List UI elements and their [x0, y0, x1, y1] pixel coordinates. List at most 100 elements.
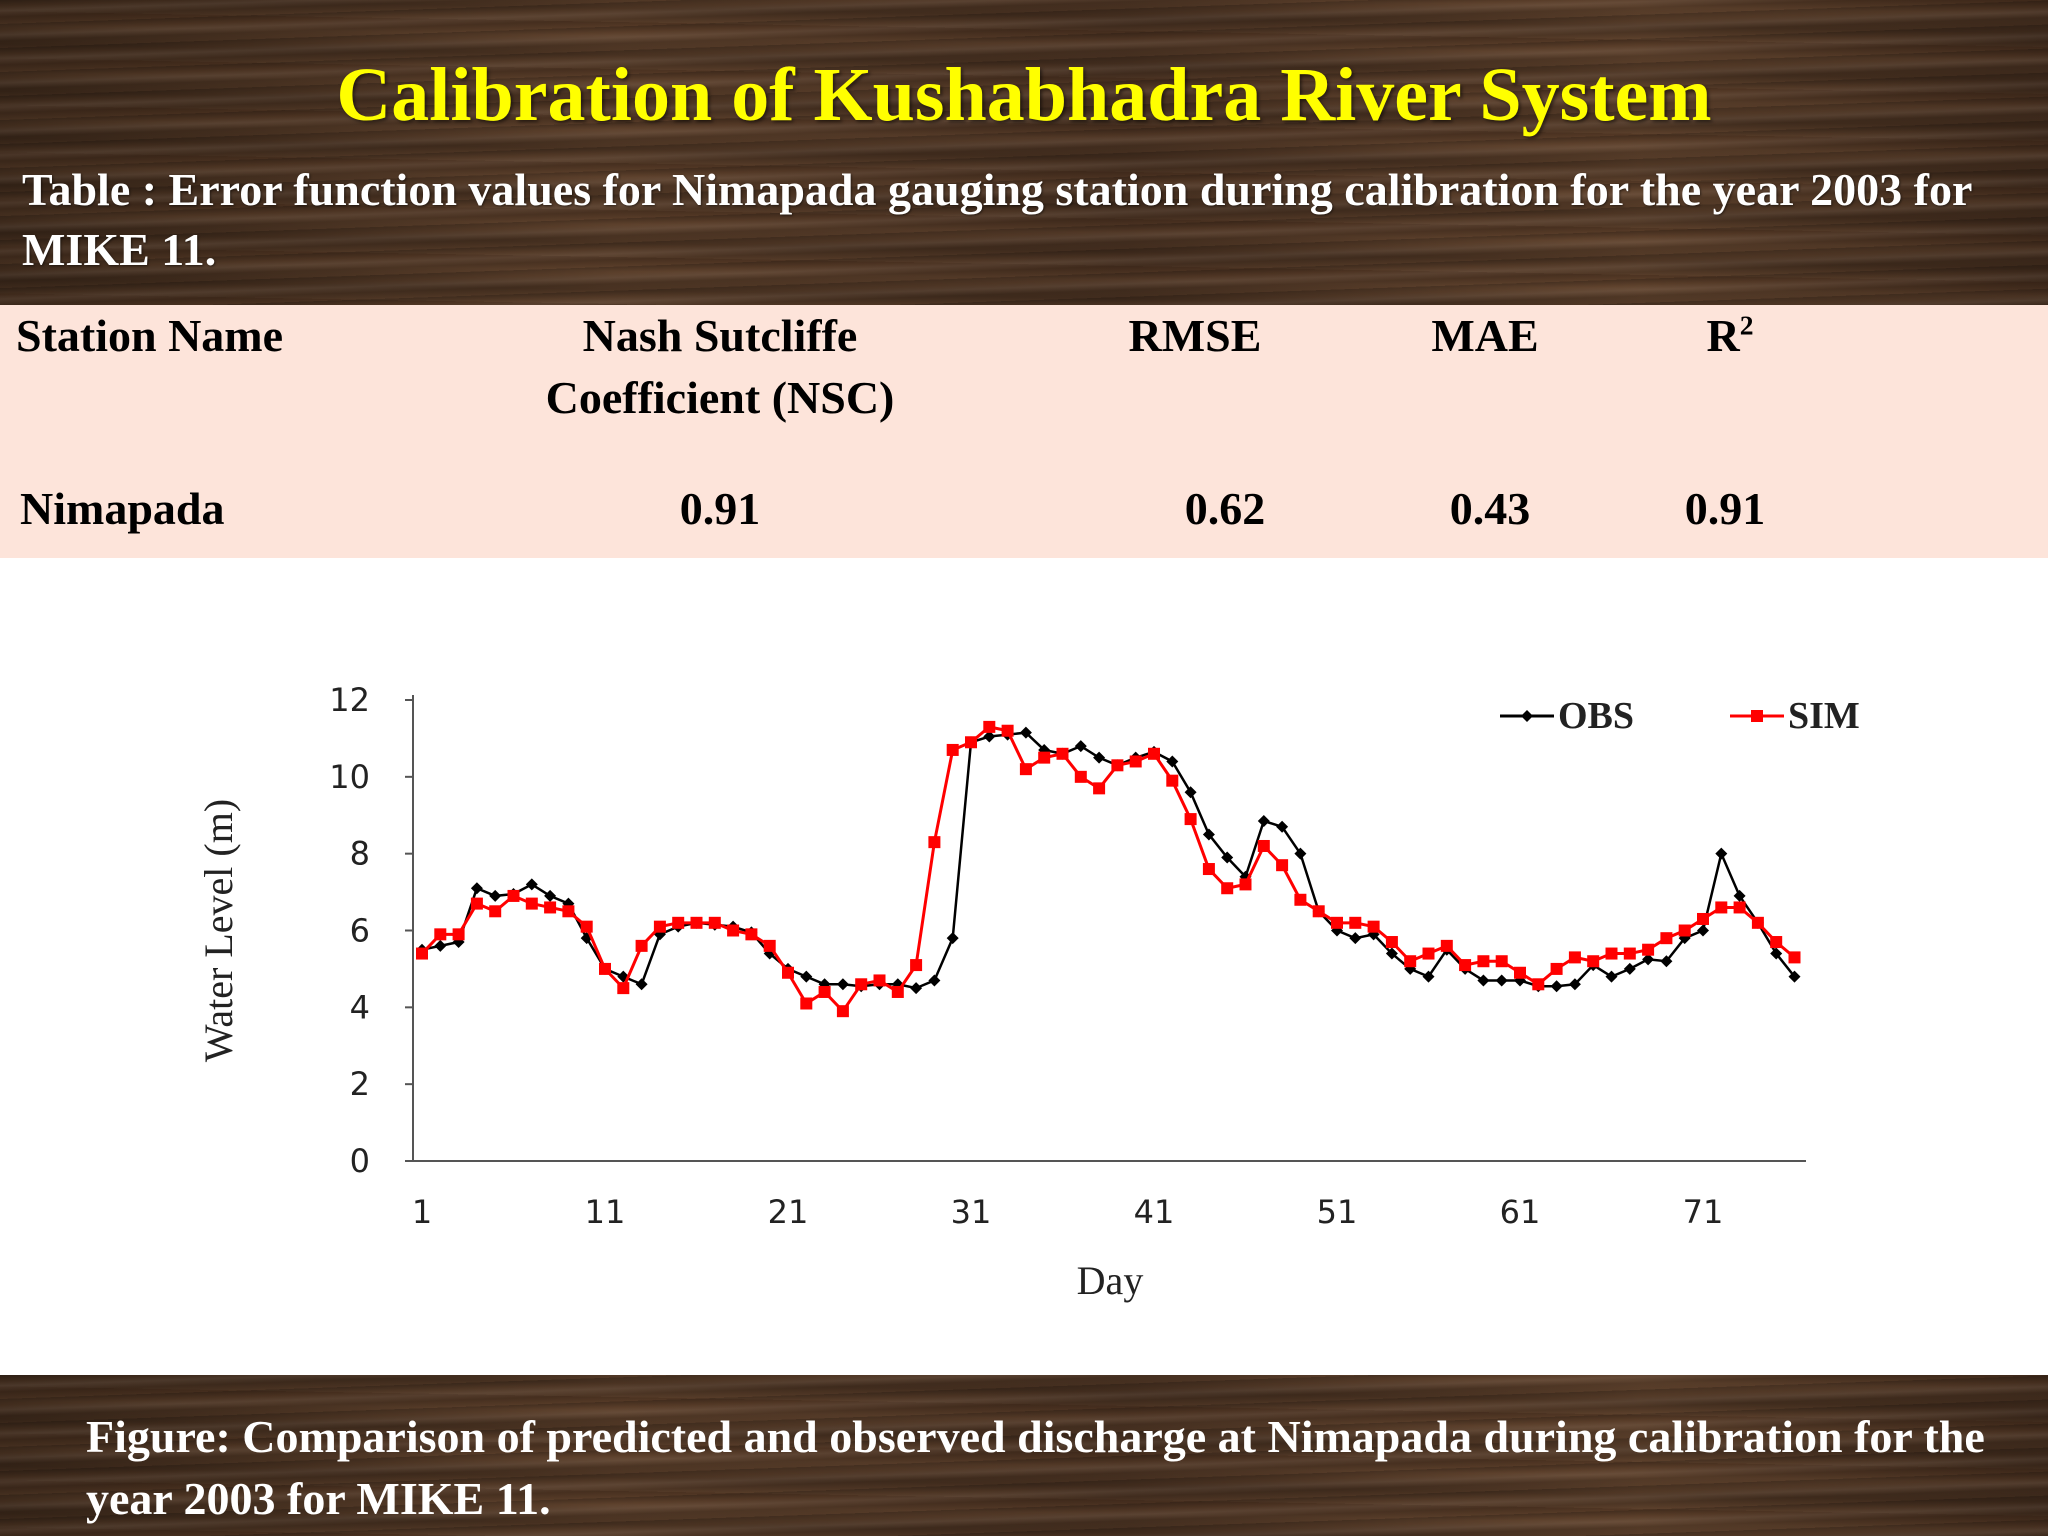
data-point-sim — [1733, 901, 1746, 914]
data-point-obs — [1385, 947, 1398, 960]
data-point-sim — [470, 897, 483, 910]
y-tick-label: 12 — [329, 681, 370, 719]
data-point-sim — [452, 928, 465, 941]
data-point-sim — [672, 916, 685, 929]
x-tick-label: 41 — [1134, 1193, 1175, 1231]
y-tick-label: 6 — [350, 912, 370, 950]
data-point-obs — [1349, 932, 1362, 945]
data-point-sim — [1532, 978, 1545, 991]
data-point-obs — [1477, 974, 1490, 987]
x-tick-label: 51 — [1317, 1193, 1358, 1231]
data-point-sim — [416, 947, 428, 960]
header-mae: MAE — [1431, 310, 1539, 361]
data-point-obs — [1239, 870, 1252, 883]
data-point-obs — [1697, 924, 1709, 937]
header-rmse: RMSE — [1128, 310, 1262, 361]
data-point-obs — [1276, 820, 1289, 833]
header-r-squared: R2 — [1620, 305, 1840, 367]
data-point-sim — [855, 978, 868, 991]
data-point-sim — [983, 720, 996, 733]
data-point-sim — [873, 974, 886, 987]
data-point-obs — [910, 982, 923, 995]
data-point-sim — [1550, 962, 1563, 975]
data-point-sim — [708, 916, 721, 929]
data-point-obs — [1093, 751, 1106, 764]
data-point-sim — [1440, 939, 1453, 952]
data-point-sim — [1385, 936, 1398, 949]
data-point-sim — [1184, 813, 1197, 826]
data-point-obs — [1166, 755, 1179, 768]
data-point-obs — [1422, 970, 1435, 983]
chart-series — [416, 720, 1801, 1018]
data-point-sim — [1715, 901, 1728, 914]
data-point-obs — [1257, 815, 1270, 828]
header-r-squared-exponent: 2 — [1739, 309, 1754, 341]
data-point-obs — [1715, 847, 1728, 860]
data-point-sim — [1148, 747, 1160, 760]
data-point-sim — [1422, 947, 1435, 960]
data-point-obs — [1074, 740, 1087, 753]
data-point-sim — [727, 924, 740, 937]
series-obs — [416, 726, 1801, 995]
data-point-sim — [745, 928, 758, 941]
data-point-sim — [1660, 932, 1673, 945]
row-station-name: Nimapada — [20, 483, 225, 534]
data-point-sim — [1770, 936, 1783, 949]
legend-label: OBS — [1558, 695, 1634, 737]
data-point-sim — [1001, 724, 1014, 737]
data-point-obs — [1642, 953, 1655, 966]
data-point-sim — [1056, 747, 1069, 760]
data-point-sim — [800, 997, 813, 1010]
data-point-obs — [1733, 889, 1746, 902]
x-tick-label: 71 — [1683, 1193, 1724, 1231]
data-point-sim — [1367, 920, 1380, 933]
data-point-sim — [910, 959, 923, 972]
data-point-sim — [580, 920, 593, 933]
data-point-obs — [1184, 786, 1197, 799]
data-point-sim — [1788, 951, 1801, 964]
header-r-squared-base: R — [1706, 310, 1740, 361]
data-point-sim — [507, 889, 520, 902]
y-tick-label: 10 — [329, 758, 370, 796]
data-point-sim — [653, 920, 666, 933]
data-point-sim — [1459, 959, 1472, 972]
data-point-sim — [1166, 774, 1179, 787]
legend-item-sim: SIM — [1730, 695, 1860, 737]
data-point-obs — [1550, 980, 1563, 993]
data-point-sim — [617, 982, 630, 995]
y-tick-label: 4 — [350, 988, 370, 1026]
data-point-sim — [1202, 863, 1215, 876]
data-point-sim — [1514, 966, 1526, 979]
data-point-obs — [1623, 962, 1636, 975]
table-caption: Table : Error function values for Nimapa… — [22, 164, 1972, 275]
data-point-obs — [836, 978, 849, 991]
data-point-obs — [1202, 828, 1215, 841]
data-point-sim — [489, 905, 502, 918]
data-point-sim — [1129, 755, 1142, 768]
data-point-sim — [782, 966, 794, 979]
data-point-obs — [1660, 955, 1673, 968]
x-tick-label: 1 — [412, 1193, 432, 1231]
data-point-sim — [1312, 905, 1325, 918]
data-point-sim — [891, 985, 904, 998]
data-point-sim — [965, 736, 977, 749]
data-point-sim — [1019, 763, 1032, 776]
data-point-sim — [763, 939, 776, 952]
data-point-sim — [1587, 955, 1600, 968]
data-point-obs — [525, 878, 538, 891]
data-point-sim — [1038, 751, 1051, 764]
data-point-obs — [1788, 970, 1801, 983]
y-tick-label: 2 — [350, 1065, 370, 1103]
data-point-obs — [983, 730, 996, 743]
data-point-obs — [928, 974, 941, 987]
data-point-sim — [1404, 955, 1417, 968]
data-point-sim — [690, 916, 703, 929]
data-point-sim — [1642, 943, 1655, 956]
data-point-sim — [1294, 893, 1307, 906]
data-point-sim — [946, 743, 959, 756]
slide-title: Calibration of Kushabhadra River System — [336, 53, 1712, 137]
data-point-sim — [1239, 878, 1252, 891]
y-axis-title: Water Level (m) — [196, 799, 241, 1062]
x-axis-title: Day — [1077, 1258, 1144, 1303]
